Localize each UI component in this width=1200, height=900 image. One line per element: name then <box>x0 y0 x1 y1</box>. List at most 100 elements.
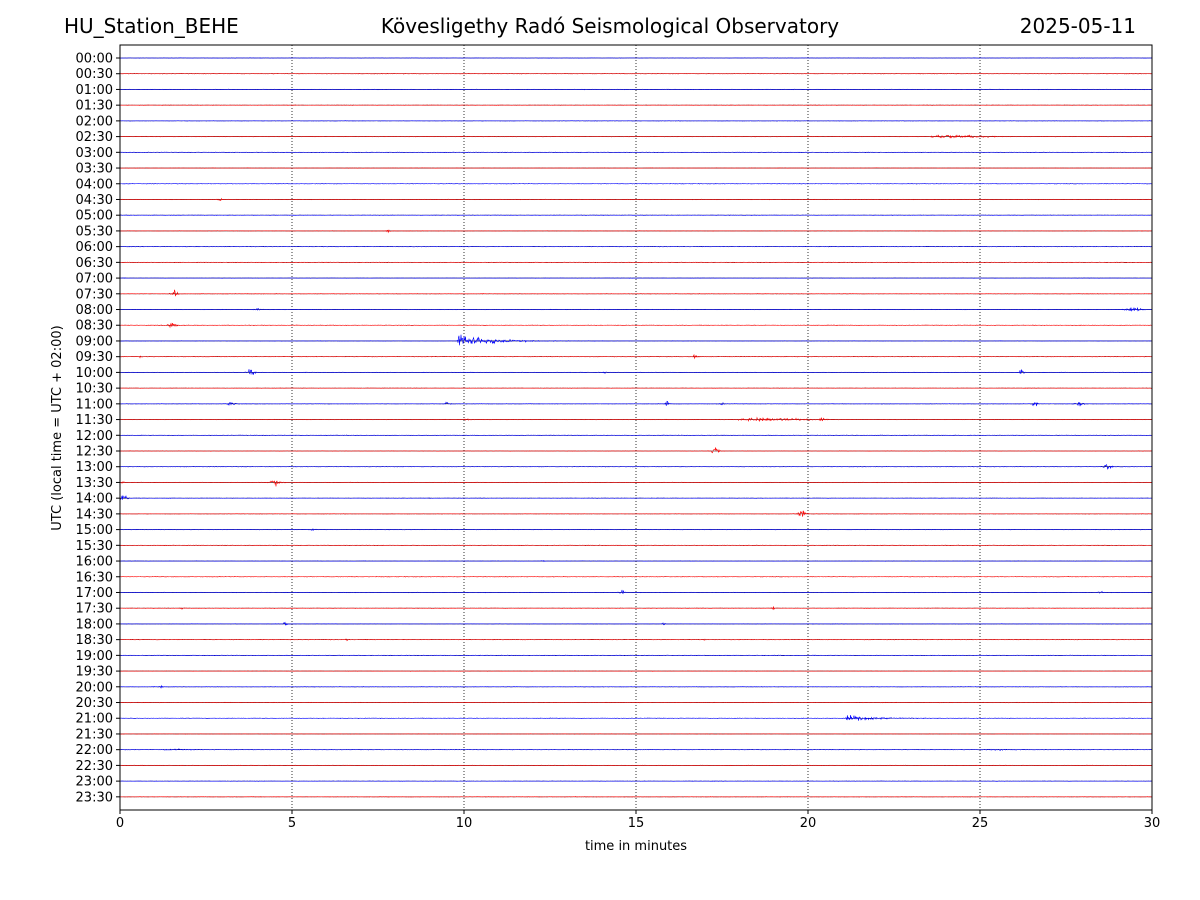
trace-23:30 <box>119 796 1153 798</box>
trace-08:30 <box>119 322 1153 329</box>
trace-15:00 <box>119 528 1153 531</box>
trace-10:00 <box>119 369 1153 375</box>
y-tick-label-4: 02:00 <box>76 114 113 129</box>
x-tick-label-1: 5 <box>288 816 296 831</box>
trace-23:00 <box>119 780 1153 782</box>
trace-04:30 <box>119 197 1153 201</box>
y-tick-label-41: 20:30 <box>76 696 113 711</box>
y-tick-label-40: 20:00 <box>76 680 113 695</box>
y-tick-label-47: 23:30 <box>76 790 113 805</box>
trace-00:00 <box>119 57 1153 59</box>
y-tick-label-36: 18:00 <box>76 617 113 632</box>
trace-12:30 <box>119 447 1153 454</box>
y-tick-label-34: 17:00 <box>76 586 113 601</box>
y-tick-label-22: 11:00 <box>76 397 113 412</box>
y-tick-label-35: 17:30 <box>76 602 113 617</box>
trace-21:00 <box>119 714 1153 721</box>
y-tick-label-26: 13:00 <box>76 460 113 475</box>
trace-13:00 <box>119 464 1153 470</box>
y-tick-label-29: 14:30 <box>76 507 113 522</box>
y-tick-label-18: 09:00 <box>76 334 113 349</box>
y-tick-label-44: 22:00 <box>76 743 113 758</box>
x-tick-label-4: 20 <box>800 816 817 831</box>
x-axis-label: time in minutes <box>585 839 687 854</box>
x-tick-label-0: 0 <box>116 816 124 831</box>
trace-22:30 <box>119 764 1153 767</box>
trace-22:00 <box>119 748 1153 751</box>
trace-01:30 <box>119 104 1153 106</box>
trace-02:00 <box>119 120 1153 122</box>
y-tick-label-3: 01:30 <box>76 99 113 114</box>
y-tick-label-33: 16:30 <box>76 570 113 585</box>
y-tick-label-9: 04:30 <box>76 193 113 208</box>
trace-07:00 <box>119 277 1153 279</box>
x-tick-labels: 0 5 10 15 20 25 30 <box>116 810 1160 831</box>
y-axis-label: UTC (local time = UTC + 02:00) <box>50 325 65 530</box>
trace-11:00 <box>119 400 1153 407</box>
y-tick-label-45: 22:30 <box>76 759 113 774</box>
y-tick-label-38: 19:00 <box>76 649 113 664</box>
y-tick-label-6: 03:00 <box>76 146 113 161</box>
y-tick-label-37: 18:30 <box>76 633 113 648</box>
trace-00:30 <box>119 73 1153 75</box>
trace-14:30 <box>119 510 1153 517</box>
vertical-grid <box>291 45 981 810</box>
y-tick-label-21: 10:30 <box>76 382 113 397</box>
y-tick-label-30: 15:00 <box>76 523 113 538</box>
y-tick-label-10: 05:00 <box>76 209 113 224</box>
trace-06:00 <box>119 245 1153 248</box>
trace-05:00 <box>119 214 1153 216</box>
x-tick-label-5: 25 <box>972 816 989 831</box>
trace-08:00 <box>119 307 1153 312</box>
trace-06:30 <box>119 261 1153 264</box>
y-tick-label-31: 15:30 <box>76 539 113 554</box>
trace-16:00 <box>119 560 1153 563</box>
y-tick-label-11: 05:30 <box>76 224 113 239</box>
y-tick-label-42: 21:00 <box>76 712 113 727</box>
y-tick-label-24: 12:00 <box>76 429 113 444</box>
y-tick-label-7: 03:30 <box>76 162 113 177</box>
trace-14:00 <box>119 494 1153 500</box>
y-tick-label-27: 13:30 <box>76 476 113 491</box>
x-tick-label-2: 10 <box>456 816 473 831</box>
trace-07:30 <box>119 289 1153 297</box>
trace-03:00 <box>119 151 1153 154</box>
y-tick-label-16: 08:00 <box>76 303 113 318</box>
trace-18:00 <box>119 621 1153 626</box>
y-tick-label-1: 00:30 <box>76 67 113 82</box>
y-tick-label-0: 00:00 <box>76 52 113 67</box>
chart-title: Kövesligethy Radó Seismological Observat… <box>380 14 840 38</box>
trace-04:00 <box>119 183 1153 185</box>
trace-18:30 <box>119 638 1152 642</box>
trace-20:30 <box>119 701 1153 704</box>
y-tick-label-20: 10:00 <box>76 366 113 381</box>
trace-17:30 <box>119 606 1153 611</box>
trace-02:30 <box>119 134 1153 139</box>
trace-rows <box>119 57 1153 798</box>
y-tick-label-14: 07:00 <box>76 272 113 287</box>
trace-16:30 <box>120 576 1153 578</box>
y-tick-label-32: 16:00 <box>76 555 113 570</box>
trace-17:00 <box>119 589 1153 595</box>
trace-03:30 <box>120 167 1153 169</box>
y-tick-label-46: 23:00 <box>76 775 113 790</box>
y-tick-label-8: 04:00 <box>76 177 113 192</box>
trace-10:30 <box>119 387 1153 389</box>
y-tick-label-23: 11:30 <box>76 413 113 428</box>
y-tick-label-19: 09:30 <box>76 350 113 365</box>
y-tick-label-12: 06:00 <box>76 240 113 255</box>
trace-05:30 <box>119 229 1153 234</box>
trace-09:30 <box>120 353 1153 360</box>
y-tick-label-43: 21:30 <box>76 727 113 742</box>
x-tick-label-6: 30 <box>1144 816 1161 831</box>
x-tick-label-3: 15 <box>628 816 645 831</box>
y-tick-label-28: 14:00 <box>76 492 113 507</box>
trace-09:00 <box>119 334 1153 346</box>
trace-01:00 <box>119 88 1153 91</box>
chart-date: 2025-05-11 <box>1019 14 1136 38</box>
y-tick-label-17: 08:30 <box>76 319 113 334</box>
y-tick-label-5: 02:30 <box>76 130 113 145</box>
trace-19:00 <box>119 654 1153 657</box>
y-tick-labels: 00:0000:3001:0001:3002:0002:3003:0003:30… <box>76 52 120 805</box>
